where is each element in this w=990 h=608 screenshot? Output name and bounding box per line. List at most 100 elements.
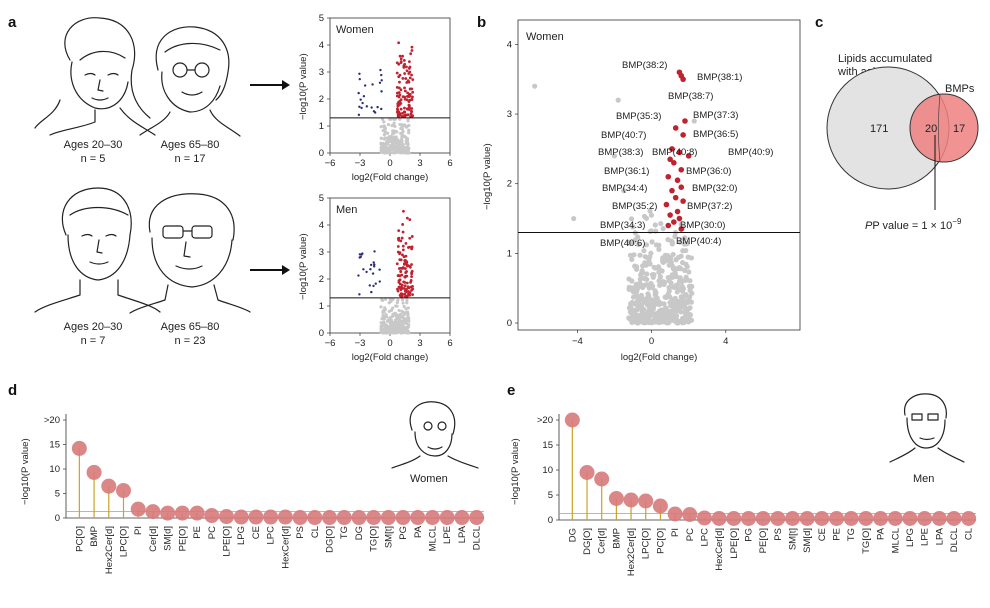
data-point — [689, 290, 695, 296]
data-point — [398, 274, 402, 278]
data-point — [638, 272, 644, 278]
volcano-women-label: Women — [336, 24, 374, 36]
data-point — [384, 326, 388, 330]
data-point — [395, 91, 399, 95]
data-point — [357, 113, 361, 117]
data-point — [384, 331, 388, 335]
lollipop-point — [608, 491, 624, 506]
category-label: PE — [192, 526, 203, 539]
data-point — [667, 212, 673, 218]
lollipop-point — [116, 483, 131, 499]
lollipop-point — [696, 510, 712, 526]
data-point — [646, 294, 652, 300]
data-point — [395, 71, 399, 75]
data-point — [410, 263, 413, 266]
data-point — [410, 235, 414, 238]
data-point — [626, 284, 632, 290]
data-point — [406, 142, 410, 146]
volcano-men-ylabel: −log10(P value) — [298, 233, 309, 300]
data-point — [373, 263, 376, 266]
category-label: TG — [339, 526, 350, 539]
bmp-label: BMP(40:8) — [652, 147, 697, 158]
data-point — [371, 272, 375, 275]
data-point — [405, 290, 408, 294]
data-point — [676, 215, 683, 222]
lollipop-point — [946, 511, 962, 526]
category-label: PS — [773, 528, 784, 541]
volcano-women-frame — [329, 17, 451, 154]
data-point — [644, 300, 650, 306]
data-point — [397, 113, 401, 117]
data-point — [669, 262, 675, 268]
y-tick-label: 15 — [49, 440, 60, 451]
data-point — [686, 269, 692, 275]
data-point — [405, 81, 409, 84]
data-point — [386, 318, 390, 323]
lollipop-point — [336, 510, 352, 526]
data-point — [403, 86, 406, 90]
data-point — [402, 304, 406, 309]
data-point — [400, 236, 404, 240]
data-point — [359, 98, 362, 101]
data-point — [401, 77, 405, 80]
bmp-label: BMP(40:7) — [601, 130, 646, 141]
category-label: LPC[O] — [119, 526, 130, 557]
data-point — [403, 62, 407, 66]
category-label: HexCer[d] — [280, 526, 291, 569]
data-point — [403, 72, 407, 75]
panel-b-label: b — [477, 14, 486, 31]
category-label: PI — [670, 528, 681, 537]
data-point — [686, 283, 693, 289]
data-point — [395, 130, 399, 134]
y-tick-label: 15 — [542, 440, 553, 451]
data-point — [360, 106, 363, 110]
lollipop-point — [564, 412, 580, 428]
data-point — [637, 252, 643, 258]
data-point — [379, 68, 382, 72]
data-point — [647, 313, 653, 319]
category-label: DLCL — [472, 526, 483, 550]
data-point — [387, 309, 391, 314]
data-point — [410, 49, 414, 52]
data-point — [406, 246, 410, 249]
bmp-label: BMP(38:1) — [697, 72, 742, 83]
volcano-men-xlabel: log2(Fold change) — [352, 352, 429, 363]
data-point — [395, 316, 399, 320]
data-point — [656, 246, 662, 253]
data-point — [403, 97, 407, 101]
data-point — [682, 267, 688, 274]
x-tick-label: 6 — [447, 338, 452, 349]
data-point — [403, 292, 407, 296]
category-label: PE[O] — [758, 528, 769, 553]
category-label: LPE[O] — [729, 528, 740, 559]
data-point — [393, 117, 397, 121]
data-point — [401, 248, 405, 252]
data-point — [408, 76, 412, 80]
data-point — [641, 314, 647, 320]
data-point — [399, 57, 403, 61]
data-point — [372, 261, 375, 264]
data-point — [390, 124, 394, 128]
data-point — [404, 295, 408, 298]
data-point — [389, 139, 393, 144]
y-tick-label: 4 — [319, 40, 324, 51]
category-label: PE — [832, 528, 843, 541]
data-point — [395, 138, 399, 142]
data-point — [399, 60, 403, 64]
data-point — [678, 166, 685, 173]
data-point — [408, 265, 412, 269]
data-point — [403, 95, 407, 99]
data-point — [390, 136, 394, 140]
venn-diagram: Lipids accumulated with aging 171 20 17 … — [826, 53, 979, 232]
data-point — [372, 265, 376, 268]
category-label: LPA — [457, 525, 468, 543]
category-label: SM[d] — [802, 528, 813, 553]
data-point — [663, 294, 669, 301]
data-point — [670, 251, 676, 258]
data-point — [399, 126, 403, 131]
data-point — [368, 284, 371, 287]
lollipop-point — [130, 501, 146, 517]
lollipop-point — [711, 511, 727, 526]
data-point — [670, 297, 676, 303]
data-point — [395, 110, 399, 114]
